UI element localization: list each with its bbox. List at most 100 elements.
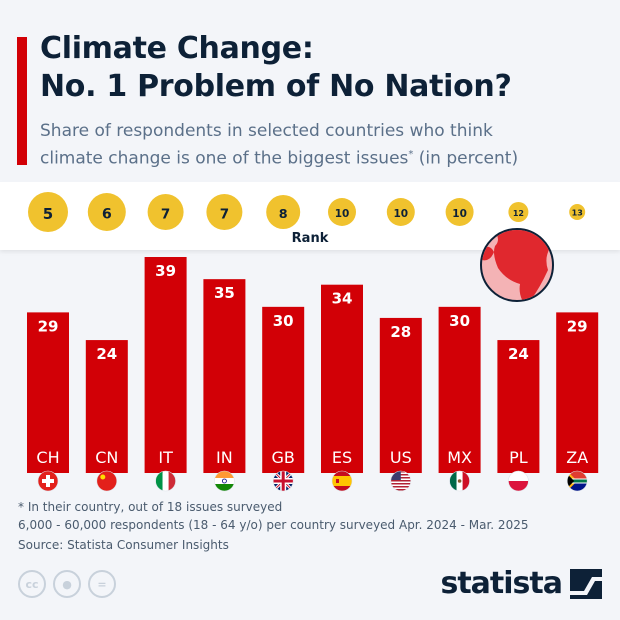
bar-us	[379, 317, 422, 473]
statista-logo-icon	[570, 568, 602, 599]
rank-value: 12	[513, 209, 524, 218]
globe-icon	[480, 228, 554, 302]
rank-badge: 10	[328, 198, 356, 226]
subtitle-line-2: climate change is one of the biggest iss…	[40, 148, 409, 169]
rank-circle	[266, 195, 301, 229]
title-line-1: Climate Change:	[40, 31, 314, 66]
rank-badge: 10	[445, 198, 474, 226]
subtitle-tail: (in percent)	[413, 148, 519, 169]
category-label: ES	[332, 448, 352, 467]
category-label: CH	[36, 448, 59, 467]
rank-badge: 7	[147, 194, 184, 230]
flag-china-icon	[96, 470, 118, 492]
bar-group-mx: 30 MX	[438, 306, 481, 473]
nd-icon[interactable]: =	[88, 570, 116, 598]
value-label: 24	[96, 345, 117, 363]
category-label: IT	[158, 448, 173, 467]
rank-value: 10	[393, 208, 408, 220]
chart-subtitle: Share of respondents in selected countri…	[40, 120, 610, 171]
rank-value: 7	[161, 206, 170, 222]
bar-cn	[85, 340, 128, 473]
footnote: * In their country, out of 18 issues sur…	[18, 500, 283, 514]
flag-mexico-icon	[449, 470, 470, 492]
rank-badge: 6	[87, 193, 126, 231]
value-label: 30	[273, 312, 294, 330]
statista-logo[interactable]: statista	[440, 566, 602, 601]
rank-value: 10	[452, 208, 467, 220]
flag-united-states-icon	[390, 470, 412, 492]
value-label: 29	[567, 317, 588, 335]
bar-in	[203, 279, 246, 473]
bar-it	[144, 257, 187, 473]
chart-title: Climate Change: No. 1 Problem of No Nati…	[40, 30, 610, 106]
value-label: 28	[390, 323, 411, 341]
bar-pl	[497, 340, 540, 473]
rank-circle	[569, 204, 586, 220]
rank-circle	[147, 194, 184, 230]
sample-note: 6,000 - 60,000 respondents (18 - 64 y/o)…	[18, 518, 529, 532]
value-label: 35	[214, 284, 235, 302]
bar-group-it: 39 IT	[144, 257, 187, 473]
rank-badge: 12	[508, 202, 529, 222]
bars: 29 CH 24 CN 39 IT 35 IN 30 GB 34 ES 28 US 30 MX 24 PL 29 ZA	[27, 257, 599, 473]
rank-badge: 13	[569, 204, 586, 220]
rank-circle	[328, 198, 356, 226]
flag-spain-icon	[331, 470, 353, 492]
category-label: GB	[272, 448, 295, 467]
rank-badge: 5	[28, 192, 68, 232]
category-label: US	[390, 448, 412, 467]
bar-group-pl: 24 PL	[497, 340, 540, 473]
title-line-2: No. 1 Problem of No Nation?	[40, 69, 512, 104]
bar-group-us: 28 US	[379, 317, 422, 473]
flag-poland-icon	[508, 470, 529, 492]
bar-group-es: 34 ES	[321, 284, 363, 473]
license-icons[interactable]: cc ● =	[18, 570, 116, 598]
bar-mx	[438, 306, 481, 473]
value-label: 29	[38, 317, 59, 335]
rank-value: 6	[102, 207, 112, 223]
category-label: IN	[216, 448, 233, 467]
bar-group-in: 35 IN	[203, 279, 246, 473]
flag-switzerland-icon	[37, 470, 59, 492]
flag-south-africa-icon	[566, 470, 588, 492]
cc-icon[interactable]: cc	[18, 570, 46, 598]
rank-badge: 10	[386, 198, 415, 226]
rank-value: 10	[335, 208, 350, 220]
category-label: CN	[95, 448, 118, 467]
rank-circle	[386, 198, 415, 226]
flag-united-kingdom-icon	[272, 470, 294, 492]
rank-value: 7	[220, 206, 229, 222]
bar-group-cn: 24 CN	[85, 340, 128, 473]
source-note: Source: Statista Consumer Insights	[18, 538, 229, 552]
subtitle-line-1: Share of respondents in selected countri…	[40, 121, 493, 141]
category-label: ZA	[566, 448, 588, 467]
bar-es	[321, 284, 363, 473]
value-label: 39	[155, 262, 176, 280]
bar-za	[556, 312, 599, 473]
flag-row	[37, 470, 588, 492]
rank-value: 13	[572, 208, 583, 217]
rank-label: Rank	[292, 231, 329, 246]
rank-circle	[445, 198, 474, 226]
logo-text: statista	[440, 566, 563, 601]
rank-row: 5 6 7 7 8 10 10 10 12 13	[28, 192, 586, 232]
rank-circle	[508, 202, 529, 222]
category-label: MX	[447, 448, 472, 467]
rank-badge: 7	[206, 194, 243, 230]
rank-circle	[87, 193, 126, 231]
bar-group-za: 29 ZA	[556, 312, 599, 473]
bar-gb	[262, 306, 305, 473]
bar-ch	[27, 312, 69, 473]
flag-india-icon	[214, 470, 235, 492]
rank-badge: 8	[266, 195, 301, 229]
rank-value: 5	[43, 205, 53, 223]
by-icon[interactable]: ●	[53, 570, 81, 598]
rank-circle	[28, 192, 68, 232]
flag-italy-icon	[155, 470, 176, 492]
value-label: 24	[508, 345, 529, 363]
bar-group-ch: 29 CH	[27, 312, 69, 473]
subtitle-asterisk: *	[408, 149, 414, 160]
bar-group-gb: 30 GB	[262, 306, 305, 473]
value-label: 30	[449, 312, 470, 330]
